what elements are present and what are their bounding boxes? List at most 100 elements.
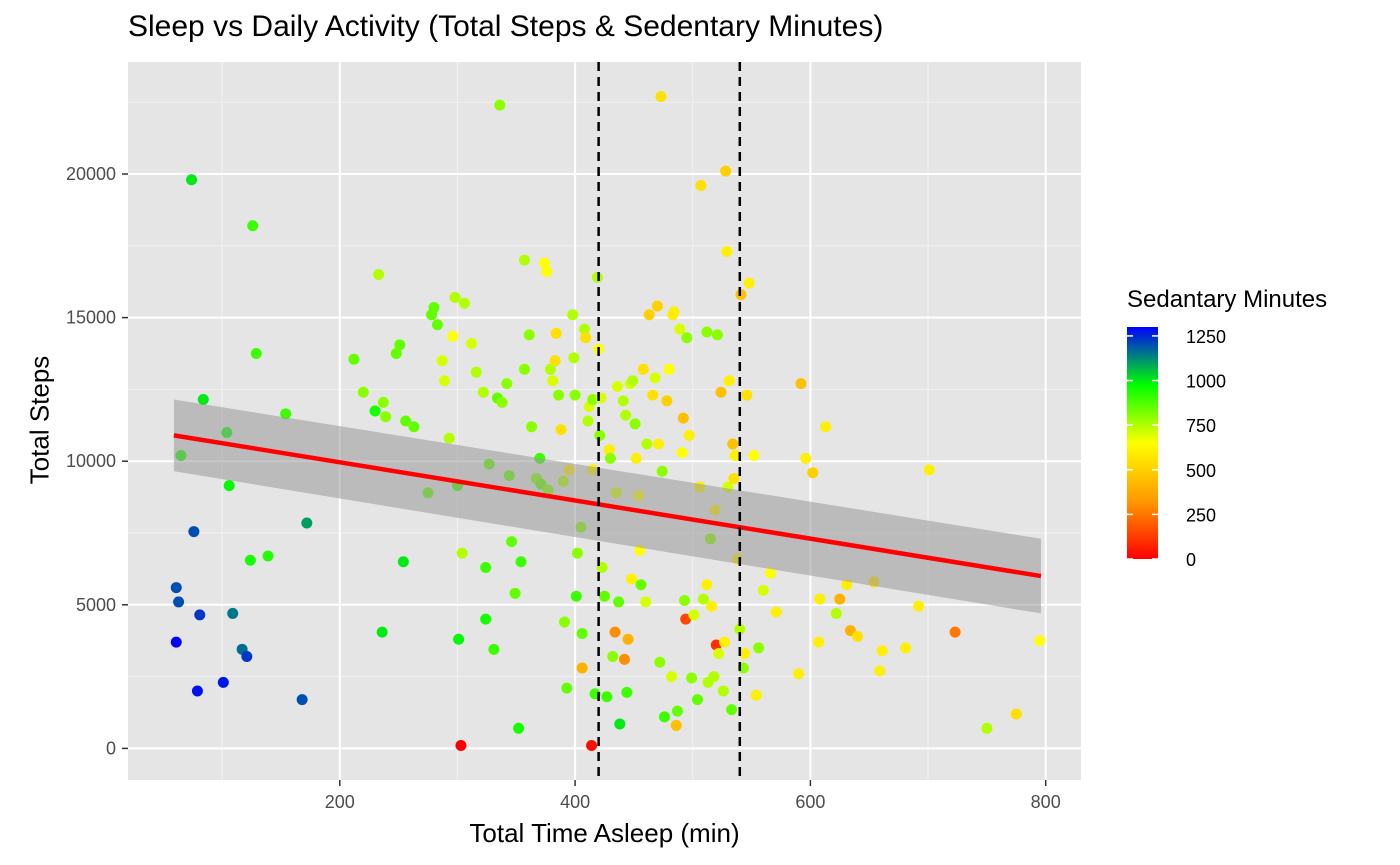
- scatter-point: [296, 694, 308, 706]
- scatter-point: [619, 653, 631, 665]
- legend-tick-label: 750: [1186, 416, 1216, 436]
- scatter-point: [567, 309, 579, 321]
- x-tick-label: 600: [795, 792, 825, 812]
- scatter-point: [496, 396, 508, 408]
- scatter-point: [455, 740, 467, 752]
- scatter-point: [480, 613, 492, 625]
- scatter-point: [874, 665, 886, 677]
- scatter-point: [726, 704, 738, 716]
- scatter-point: [622, 633, 634, 645]
- scatter-point: [635, 579, 647, 591]
- scatter-point: [587, 393, 599, 405]
- scatter-point: [376, 626, 388, 638]
- scatter-point: [681, 332, 693, 344]
- scatter-point: [523, 329, 535, 341]
- scatter-point: [643, 309, 655, 321]
- scatter-point: [830, 607, 842, 619]
- scatter-point: [604, 452, 616, 464]
- scatter-point: [436, 355, 448, 367]
- scatter-point: [617, 395, 629, 407]
- scatter-point: [494, 99, 506, 111]
- scatter-point: [170, 636, 182, 648]
- scatter-point: [671, 705, 683, 717]
- scatter-point: [647, 389, 659, 401]
- scatter-point: [676, 447, 688, 459]
- y-axis-label: Total Steps: [24, 355, 55, 485]
- scatter-point: [408, 421, 420, 433]
- scatter-point: [541, 266, 553, 278]
- scatter-point: [513, 722, 525, 734]
- scatter-point: [697, 593, 709, 605]
- scatter-point: [695, 179, 707, 191]
- scatter-point: [651, 300, 663, 312]
- scatter-point: [431, 319, 443, 331]
- scatter-point: [549, 355, 561, 367]
- scatter-point: [594, 429, 606, 441]
- scatter-point: [706, 600, 718, 612]
- scatter-point: [550, 327, 562, 339]
- scatter-point: [377, 396, 389, 408]
- scatter-point: [526, 421, 538, 433]
- scatter-point: [734, 623, 746, 635]
- scatter-point: [743, 277, 755, 289]
- scatter-point: [834, 593, 846, 605]
- scatter-point: [280, 408, 292, 420]
- scatter-point: [569, 389, 581, 401]
- scatter-point: [649, 372, 661, 384]
- scatter-point: [357, 386, 369, 398]
- scatter-point: [582, 415, 594, 427]
- scatter-point: [227, 607, 239, 619]
- y-tick-label: 20000: [66, 164, 116, 184]
- scatter-point: [188, 526, 200, 538]
- scatter-point: [456, 547, 468, 559]
- scatter-point: [659, 711, 671, 723]
- scatter-point: [637, 363, 649, 375]
- scatter-point: [262, 550, 274, 562]
- scatter-point: [770, 606, 782, 618]
- x-tick-label: 800: [1031, 792, 1061, 812]
- scatter-point: [820, 421, 832, 433]
- scatter-point: [466, 337, 478, 349]
- scatter-point: [686, 672, 698, 684]
- scatter-point: [397, 556, 409, 568]
- scatter-point: [729, 449, 741, 461]
- scatter-point: [688, 609, 700, 621]
- scatter-point: [380, 411, 392, 423]
- scatter-point: [621, 686, 633, 698]
- scatter-point: [244, 554, 256, 566]
- scatter-point: [711, 329, 723, 341]
- scatter-point: [668, 306, 680, 318]
- scatter-point: [764, 567, 776, 579]
- legend-tick-label: 250: [1186, 505, 1216, 525]
- scatter-point: [680, 613, 692, 625]
- scatter-point: [518, 254, 530, 266]
- scatter-point: [223, 480, 235, 492]
- scatter-point: [813, 636, 825, 648]
- scatter-point: [373, 269, 385, 281]
- scatter-point: [713, 648, 725, 660]
- scatter-point: [630, 452, 642, 464]
- scatter-point: [369, 405, 381, 417]
- scatter-point: [470, 366, 482, 378]
- scatter-point: [923, 464, 935, 476]
- scatter-point: [595, 392, 607, 404]
- scatter-point: [641, 438, 653, 450]
- scatter-point: [555, 424, 567, 436]
- scatter-point: [428, 302, 440, 314]
- scatter-point: [654, 656, 666, 668]
- scatter-point: [394, 339, 406, 351]
- y-tick-label: 0: [106, 738, 116, 758]
- scatter-point: [627, 375, 639, 387]
- scatter-point: [438, 375, 450, 387]
- scatter-point: [614, 718, 626, 730]
- scatter-point: [1010, 708, 1022, 720]
- scatter-point: [795, 378, 807, 390]
- scatter-point: [576, 662, 588, 674]
- scatter-point: [913, 600, 925, 612]
- scatter-point: [626, 573, 638, 585]
- scatter-point: [506, 536, 518, 548]
- scatter-point: [194, 609, 206, 621]
- x-axis-label: Total Time Asleep (min): [469, 818, 740, 848]
- scatter-point: [655, 90, 667, 102]
- scatter-point: [753, 642, 765, 654]
